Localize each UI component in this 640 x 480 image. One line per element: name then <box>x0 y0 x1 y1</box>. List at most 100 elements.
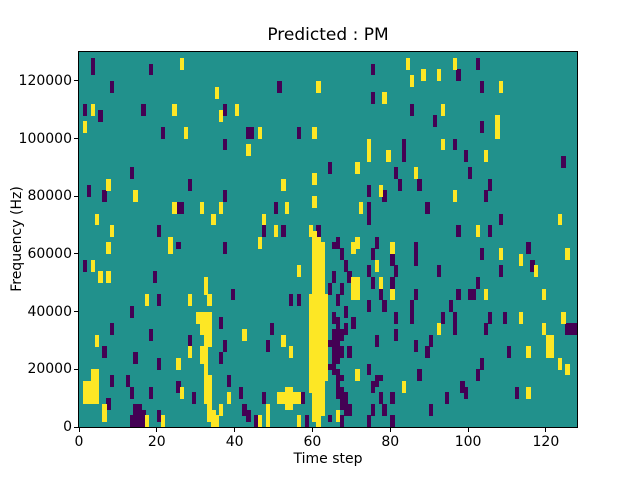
heatmap-cell-high <box>172 109 177 116</box>
heatmap-cell-high <box>316 242 321 249</box>
heatmap-cell-low <box>370 253 376 261</box>
heatmap-cell-high <box>160 415 165 422</box>
heatmap-cell-low <box>413 288 418 295</box>
heatmap-cell-high <box>187 352 193 359</box>
heatmap-cell-low <box>246 409 251 416</box>
heatmap-cell-high <box>324 334 329 341</box>
heatmap-cell-high <box>320 409 325 416</box>
heatmap-cell-high <box>320 282 325 289</box>
heatmap-cell-low <box>222 242 228 249</box>
heatmap-cell-low <box>149 392 154 399</box>
heatmap-cell-high <box>211 213 216 220</box>
heatmap-cell-low <box>133 415 138 422</box>
heatmap-cell-low <box>265 346 271 353</box>
heatmap-cell-high <box>308 328 313 336</box>
heatmap-cell-low <box>335 357 341 364</box>
x-tick-label: 120 <box>532 434 560 450</box>
heatmap-cell-high <box>401 380 407 387</box>
heatmap-cell-high <box>312 253 317 261</box>
heatmap-cell-high <box>316 352 321 359</box>
heatmap-cell-high <box>320 328 325 336</box>
heatmap-cell-high <box>195 317 200 324</box>
heatmap-cell-high <box>324 311 329 318</box>
heatmap-cell-high <box>421 69 426 76</box>
heatmap-cell-high <box>242 328 247 336</box>
heatmap-cell-high <box>199 357 204 364</box>
heatmap-cell-low <box>277 80 282 87</box>
heatmap-cell-high <box>320 375 325 382</box>
heatmap-cell-high <box>324 305 329 312</box>
heatmap-cell-high <box>351 294 356 301</box>
heatmap-cell-low <box>238 392 243 399</box>
heatmap-cell-low <box>487 311 492 318</box>
heatmap-cell-low <box>102 352 107 359</box>
heatmap-cell-low <box>238 386 243 393</box>
heatmap-cell-high <box>172 207 177 214</box>
heatmap-cell-high <box>351 282 356 289</box>
heatmap-cell-low <box>328 161 333 168</box>
heatmap-cell-high <box>308 311 313 318</box>
heatmap-cell-low <box>425 346 430 353</box>
heatmap-cell-low <box>343 409 348 416</box>
heatmap-cell-high <box>324 369 329 376</box>
heatmap-cell-low <box>226 375 232 382</box>
heatmap-cell-high <box>312 386 317 393</box>
heatmap-cell-low <box>156 409 162 416</box>
heatmap-cell-low <box>569 328 574 336</box>
heatmap-cell-low <box>382 403 387 411</box>
heatmap-cell-low <box>436 265 442 272</box>
heatmap-cell-high <box>308 300 313 307</box>
heatmap-cell-low <box>296 127 302 134</box>
heatmap-cell-low <box>413 253 418 261</box>
heatmap-cell-high <box>316 323 321 330</box>
heatmap-cell-high <box>440 144 446 151</box>
heatmap-cell-low <box>160 132 165 139</box>
heatmap-cell-high <box>199 207 204 214</box>
heatmap-cell-high <box>320 259 325 266</box>
heatmap-cell-high <box>94 340 99 347</box>
heatmap-cell-high <box>316 86 321 93</box>
heatmap-cell-low <box>475 63 481 70</box>
heatmap-cell-low <box>483 196 488 203</box>
heatmap-cell-high <box>296 271 302 278</box>
heatmap-cell-high <box>203 334 208 341</box>
heatmap-cell-high <box>312 305 317 312</box>
heatmap-cell-high <box>351 242 356 249</box>
heatmap-cell-low <box>246 415 251 422</box>
heatmap-cell-high <box>483 288 488 295</box>
heatmap-cell-high <box>355 369 360 376</box>
heatmap-cell-low <box>343 265 348 272</box>
heatmap-cell-high <box>355 375 360 382</box>
heatmap-cell-low <box>573 323 577 330</box>
heatmap-cell-low <box>339 398 344 405</box>
heatmap-cell-high <box>324 294 329 301</box>
heatmap-cell-high <box>308 323 313 330</box>
heatmap-cell-high <box>110 225 115 232</box>
heatmap-cell-low <box>191 392 197 399</box>
heatmap-cell-high <box>168 236 173 243</box>
heatmap-cell-high <box>98 271 103 278</box>
heatmap-cell-high <box>452 196 457 203</box>
heatmap-cell-low <box>222 109 228 116</box>
heatmap-cell-high <box>316 398 321 405</box>
heatmap-cell-low <box>129 311 134 318</box>
heatmap-cell-low <box>149 386 154 393</box>
heatmap-cell-high <box>308 369 313 376</box>
heatmap-cell-low <box>530 259 535 266</box>
heatmap-cell-high <box>312 230 317 237</box>
x-tick-label: 0 <box>74 434 84 450</box>
y-tick-label: 80000 <box>27 188 72 205</box>
heatmap-cell-high <box>335 409 341 416</box>
heatmap-cell-high <box>355 242 360 249</box>
heatmap-cell-high <box>565 363 570 370</box>
heatmap-cell-low <box>222 248 228 255</box>
heatmap-cell-high <box>265 403 271 411</box>
heatmap-cell-low <box>366 207 372 214</box>
heatmap-cell-low <box>281 225 286 232</box>
heatmap-cell-high <box>316 369 321 376</box>
heatmap-cell-low <box>102 346 107 353</box>
heatmap-cell-low <box>222 144 228 151</box>
heatmap-cell-low <box>269 323 274 330</box>
x-tick-mark <box>311 428 313 432</box>
heatmap-cell-low <box>156 363 162 370</box>
